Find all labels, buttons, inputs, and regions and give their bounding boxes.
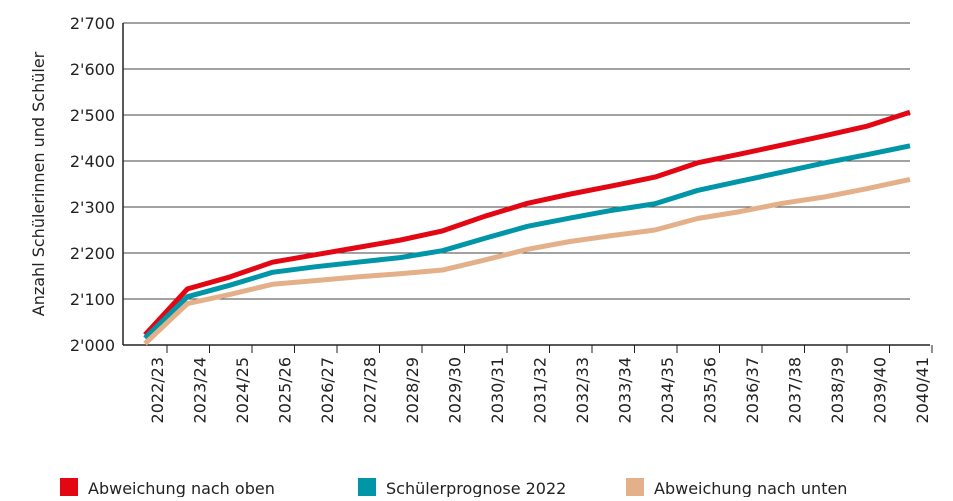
series-line	[143, 176, 911, 346]
x-tick-label: 2027/28	[361, 357, 380, 423]
y-tick-label: 2'700	[70, 14, 115, 33]
x-tick-label: 2024/25	[233, 357, 252, 423]
legend-swatch	[358, 478, 376, 496]
x-tick-label: 2031/32	[531, 357, 550, 423]
x-tick-label: 2023/24	[191, 357, 210, 423]
x-tick-label: 2034/35	[658, 357, 677, 423]
x-tick-label: 2029/30	[446, 357, 465, 423]
x-tick-label: 2037/38	[786, 357, 805, 423]
legend-label: Schülerprognose 2022	[386, 479, 566, 497]
y-axis-label: Anzahl Schülerinnen und Schüler	[29, 51, 48, 316]
x-tick-label: 2035/36	[701, 357, 720, 423]
x-tick-label: 2022/23	[148, 357, 167, 423]
x-tick-label: 2030/31	[488, 357, 507, 423]
x-tick-label: 2038/39	[828, 357, 847, 423]
y-tick-label: 2'200	[70, 244, 115, 263]
series-line	[143, 143, 911, 340]
x-tick-label: 2039/40	[871, 357, 890, 423]
y-tick-label: 2'500	[70, 106, 115, 125]
legend-label: Abweichung nach unten	[654, 479, 847, 497]
x-tick-label: 2028/29	[403, 357, 422, 423]
y-tick-label: 2'000	[70, 336, 115, 355]
x-tick-label: 2040/41	[913, 357, 932, 423]
y-tick-label: 2'100	[70, 290, 115, 309]
x-tick-label: 2026/27	[318, 357, 337, 423]
x-tick-label: 2033/34	[616, 357, 635, 423]
x-tick-label: 2036/37	[743, 357, 762, 423]
x-tick-label: 2025/26	[276, 357, 295, 423]
y-tick-label: 2'600	[70, 60, 115, 79]
legend-swatch	[626, 478, 644, 496]
legend-swatch	[60, 478, 78, 496]
legend-label: Abweichung nach oben	[88, 479, 275, 497]
x-tick-label: 2032/33	[573, 357, 592, 423]
series-line	[143, 109, 911, 337]
y-tick-label: 2'400	[70, 152, 115, 171]
y-tick-label: 2'300	[70, 198, 115, 217]
